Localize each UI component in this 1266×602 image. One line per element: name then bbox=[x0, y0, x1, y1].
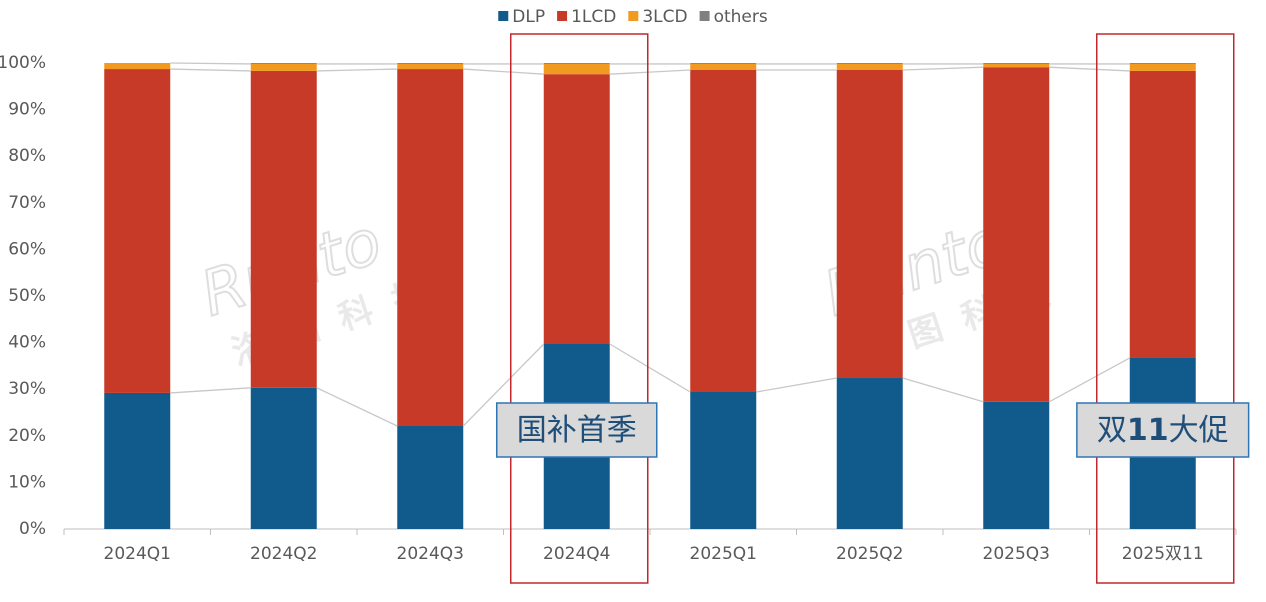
y-tick-label: 90% bbox=[8, 100, 46, 120]
bar-segment bbox=[690, 63, 757, 70]
x-tick-label: 2025双11 bbox=[1122, 544, 1204, 564]
legend-swatch bbox=[628, 11, 639, 21]
bar-segment bbox=[836, 63, 903, 70]
bar-segment bbox=[1129, 63, 1196, 64]
bar-segment bbox=[836, 69, 903, 379]
series-line bbox=[1048, 357, 1131, 403]
bar-segment bbox=[250, 63, 317, 64]
legend-swatch bbox=[557, 11, 568, 21]
annotation-text-part: 11 bbox=[1127, 413, 1169, 448]
annotation-text: 双11大促 bbox=[1097, 413, 1229, 448]
highlight-box bbox=[510, 33, 649, 584]
x-tick-label: 2025Q3 bbox=[983, 544, 1050, 564]
bar-segment bbox=[250, 387, 317, 529]
bar-segment bbox=[543, 63, 610, 64]
bar-segment bbox=[104, 392, 171, 529]
series-line bbox=[902, 377, 984, 403]
annotation-box bbox=[1076, 402, 1250, 458]
bar-segment bbox=[836, 378, 903, 529]
annotation-text-part: 双 bbox=[1097, 413, 1127, 448]
annotation: 双11大促 bbox=[1076, 402, 1250, 458]
legend: DLP 1LCD 3LCD others bbox=[498, 7, 768, 27]
y-tick-label: 40% bbox=[8, 333, 46, 353]
bar-segment bbox=[397, 63, 464, 64]
y-tick-label: 10% bbox=[8, 472, 46, 492]
bar-segment bbox=[690, 391, 757, 529]
bar-segment bbox=[543, 63, 610, 75]
highlight-box bbox=[1096, 33, 1235, 584]
legend-label: others bbox=[714, 7, 768, 27]
bar-segment bbox=[104, 69, 171, 393]
x-tick-label: 2024Q3 bbox=[397, 544, 464, 564]
y-tick-label: 30% bbox=[8, 379, 46, 399]
series-line bbox=[609, 69, 691, 75]
y-tick-label: 80% bbox=[8, 146, 46, 166]
bar-segment bbox=[104, 63, 171, 70]
bar-segment bbox=[397, 63, 464, 70]
series-line bbox=[1049, 66, 1130, 72]
bar-segment bbox=[1129, 70, 1196, 358]
series-line bbox=[463, 68, 544, 75]
annotation-text: 国补首季 bbox=[517, 413, 637, 448]
series-line bbox=[462, 343, 545, 427]
series-line bbox=[170, 62, 251, 65]
bar-segment bbox=[983, 63, 1050, 64]
bar-segment bbox=[250, 70, 317, 388]
bar-segment bbox=[690, 63, 757, 64]
bar-segment bbox=[983, 67, 1050, 402]
y-tick-label: 0% bbox=[19, 519, 46, 539]
series-line bbox=[170, 387, 251, 394]
bar-segment bbox=[836, 63, 903, 64]
y-tick-label: 60% bbox=[8, 239, 46, 259]
bar-segment bbox=[1129, 63, 1196, 71]
legend-swatch bbox=[498, 11, 509, 21]
annotation: 国补首季 bbox=[496, 402, 658, 458]
legend-label: 3LCD bbox=[642, 7, 687, 27]
series-line bbox=[316, 387, 398, 427]
series-line bbox=[316, 68, 398, 72]
bar-segment bbox=[983, 63, 1050, 68]
x-tick-label: 2025Q1 bbox=[690, 544, 757, 564]
x-tick-label: 2024Q2 bbox=[250, 544, 317, 564]
bar-segment bbox=[250, 63, 317, 71]
legend-swatch bbox=[699, 11, 710, 21]
bar-segment bbox=[397, 69, 464, 427]
x-tick-label: 2024Q1 bbox=[104, 544, 171, 564]
bar-segment bbox=[983, 401, 1050, 529]
y-tick-label: 100% bbox=[0, 53, 46, 73]
annotation-text-part: 国补首季 bbox=[517, 413, 637, 448]
series-line bbox=[170, 68, 251, 72]
bar-segment bbox=[397, 426, 464, 529]
series-line bbox=[756, 377, 837, 393]
y-tick-label: 70% bbox=[8, 193, 46, 213]
x-tick-label: 2025Q2 bbox=[836, 544, 903, 564]
legend-label: 1LCD bbox=[571, 7, 616, 27]
legend-label: DLP bbox=[512, 7, 545, 27]
y-tick-label: 50% bbox=[8, 286, 46, 306]
bar-segment bbox=[543, 74, 610, 344]
series-line bbox=[609, 343, 691, 393]
x-tick-label: 2024Q4 bbox=[543, 544, 610, 564]
series-line bbox=[902, 66, 984, 71]
annotation-box bbox=[496, 402, 658, 458]
bar-segment bbox=[690, 69, 757, 392]
y-tick-label: 20% bbox=[8, 426, 46, 446]
annotation-text-part: 大促 bbox=[1169, 413, 1229, 448]
